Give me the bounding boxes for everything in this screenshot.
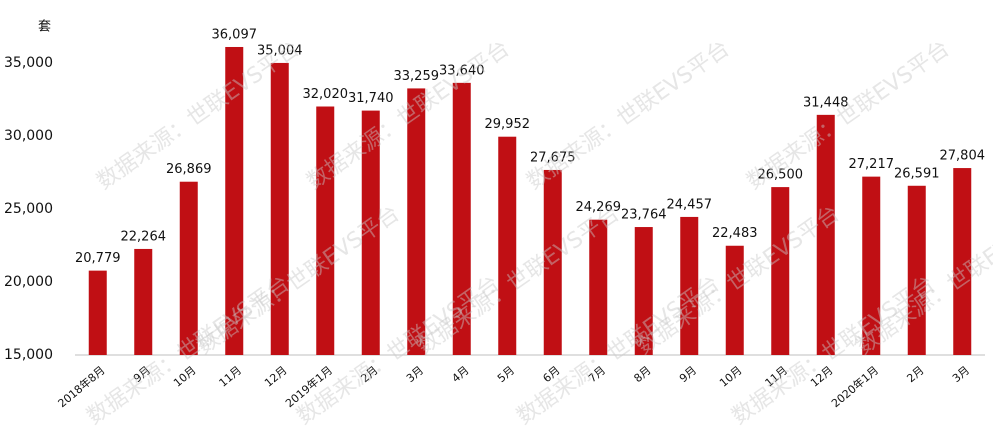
bar [816,114,835,356]
y-axis-label: 套 [38,19,51,35]
bar [589,219,608,355]
bar [361,110,380,355]
value-label: 31,448 [803,95,849,110]
x-tick-label: 9月 [677,364,699,386]
bar [862,176,881,355]
value-label: 35,004 [257,43,303,58]
bar [725,245,744,355]
y-tick-label: 25,000 [4,201,53,217]
value-label: 24,457 [667,197,713,212]
x-tick-label: 8月 [631,364,653,386]
y-tick-label: 30,000 [4,128,53,144]
bar [634,227,653,355]
bar [452,82,471,355]
bar [134,248,153,355]
bar [771,187,790,355]
value-label: 23,764 [621,208,667,223]
x-tick-label: 3月 [404,364,426,386]
bar [953,168,972,355]
x-tick-label: 11月 [217,364,245,390]
value-label: 22,483 [712,226,758,241]
y-tick-label: 15,000 [4,347,53,363]
watermark: 数据来源：世联EVS平台 [523,36,735,195]
bar [270,62,289,356]
value-label: 31,740 [348,91,394,106]
bar [179,181,198,355]
x-tick-label: 2月 [904,364,926,386]
value-label: 22,264 [121,229,167,244]
bar [225,46,244,356]
value-label: 27,804 [940,149,986,164]
bar [680,216,699,355]
bar [907,185,926,355]
bar [88,270,107,355]
bar [543,169,562,355]
value-label: 27,217 [849,157,895,172]
value-label: 26,869 [166,162,212,177]
y-tick-label: 20,000 [4,274,53,290]
x-tick-label: 3月 [950,364,972,386]
bar [498,136,517,355]
x-tick-label: 5月 [495,364,517,386]
value-label: 32,020 [303,87,349,102]
bar [316,106,335,356]
value-label: 33,640 [439,63,485,78]
x-tick-label: 12月 [262,364,290,390]
value-label: 20,779 [75,251,121,266]
value-label: 26,591 [894,166,940,181]
value-label: 29,952 [485,117,531,132]
value-label: 24,269 [576,200,622,215]
x-tick-label: 10月 [717,364,745,390]
x-tick-label: 2020年1月 [828,363,881,410]
y-tick-label: 35,000 [4,55,53,71]
value-label: 26,500 [758,168,804,183]
bar [407,88,426,355]
x-tick-label: 4月 [449,364,471,386]
value-label: 27,675 [530,150,576,165]
value-label: 33,259 [394,69,440,84]
value-label: 36,097 [212,27,258,42]
